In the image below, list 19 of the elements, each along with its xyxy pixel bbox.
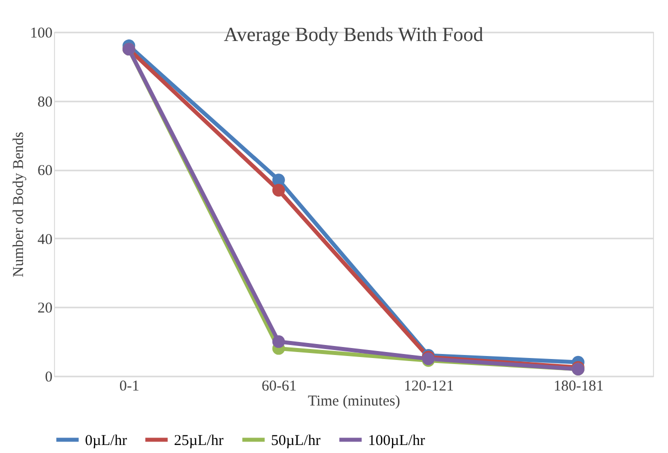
x-axis-title: Time (minutes) — [308, 394, 400, 410]
legend-label: 25µL/hr — [174, 432, 224, 449]
x-tick-label: 120-121 — [404, 378, 454, 394]
x-tick-label: 60-61 — [262, 378, 297, 394]
y-tick-label: 0 — [45, 370, 52, 386]
y-tick-label: 40 — [38, 232, 52, 248]
x-tick-label: 0-1 — [119, 378, 140, 394]
y-tick-label: 60 — [38, 163, 52, 180]
legend-label: 50µL/hr — [271, 432, 320, 449]
x-tick-label: 180-181 — [554, 378, 604, 394]
legend-label: 100µL/hr — [368, 432, 425, 449]
y-tick-label: 80 — [38, 94, 52, 110]
point — [272, 335, 285, 348]
point — [272, 184, 285, 197]
y-axis-title: Number od Body Bends — [11, 132, 27, 278]
chart-title: Average Body Bends With Food — [224, 24, 484, 46]
y-tick-label: 100 — [30, 26, 52, 42]
y-tick-label: 20 — [38, 300, 52, 317]
legend-label: 0µL/hr — [85, 432, 127, 449]
